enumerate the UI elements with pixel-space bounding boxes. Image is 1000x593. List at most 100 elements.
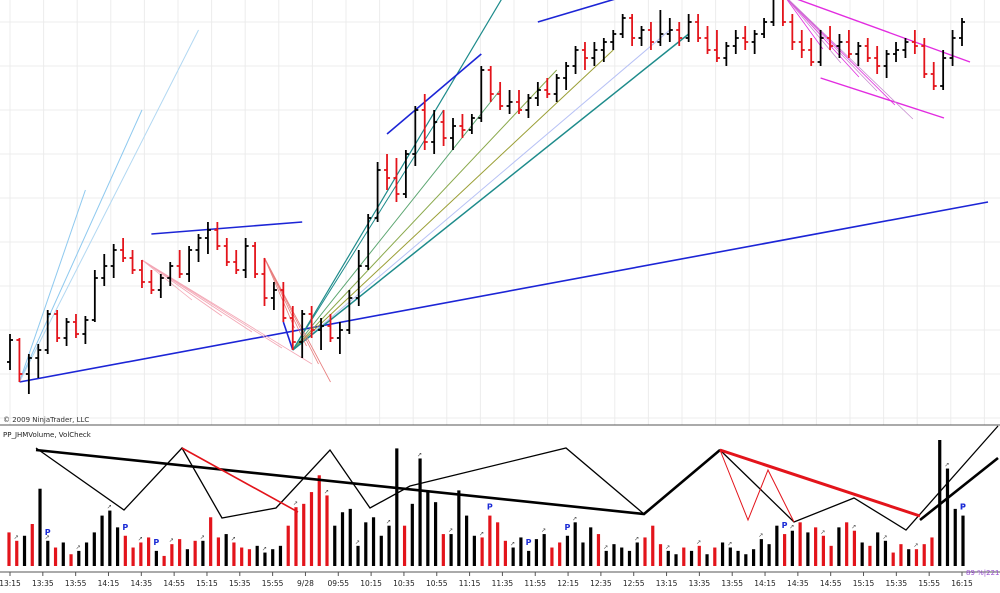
fan-line-magenta: [786, 0, 824, 50]
volume-bar: [759, 539, 763, 566]
fan-line-red: [264, 257, 331, 383]
price-bar: [506, 90, 513, 114]
price-bar: [940, 50, 947, 90]
volume-bar: [736, 550, 740, 566]
time-tick-label: 15:55: [918, 579, 940, 588]
volume-bar: [46, 540, 50, 566]
price-bar: [346, 290, 353, 334]
price-bar: [836, 34, 843, 58]
price-bar: [497, 82, 504, 110]
volume-bar: [379, 535, 383, 566]
volume-bar: [216, 537, 221, 566]
volume-bar: [503, 540, 507, 566]
price-bar: [638, 26, 645, 46]
fan-line-pink: [141, 259, 223, 317]
volume-marker: ↗: [851, 524, 856, 531]
price-bar: [110, 244, 117, 278]
volume-marker: ↗: [76, 544, 81, 551]
price-bar: [327, 314, 334, 342]
volume-marker: ↗: [944, 462, 949, 469]
volume-bar: [573, 522, 577, 566]
time-tick-label: 13:15: [0, 579, 21, 588]
time-tick-label: 09:55: [327, 579, 349, 588]
volume-bar: [682, 547, 686, 566]
trendline-top-c: [537, 0, 615, 23]
price-bar: [129, 250, 136, 274]
volume-bar: [178, 539, 182, 566]
time-tick-label: 13:15: [656, 579, 678, 588]
price-bar: [214, 222, 221, 250]
volume-bar: [449, 534, 453, 566]
price-bar: [742, 26, 749, 50]
price-bar: [374, 162, 381, 222]
time-tick-label: 14:35: [130, 579, 152, 588]
pivot-label: P: [526, 538, 532, 547]
volume-bar: [914, 549, 919, 566]
volcheck-line-red-thick: [719, 448, 921, 518]
price-bar: [280, 282, 287, 322]
volume-bar: [620, 547, 624, 566]
volume-bar: [527, 550, 531, 566]
volume-bar: [356, 545, 360, 566]
volume-bar: [395, 448, 399, 566]
time-tick-label: 11:15: [459, 579, 481, 588]
volume-marker: ↗: [479, 530, 484, 537]
volcheck-line-thick-end: [919, 456, 999, 522]
price-bar: [874, 46, 881, 74]
price-bar: [54, 310, 61, 342]
volume-bar: [798, 522, 802, 566]
volume-marker: ↗: [510, 541, 515, 548]
volume-bar: [426, 490, 430, 566]
price-bar: [186, 246, 193, 282]
volume-bar: [22, 535, 27, 566]
volume-bar: [170, 544, 174, 566]
volume-bar: [247, 549, 252, 566]
volume-bar: [340, 512, 345, 566]
time-tick-label: 12:55: [623, 579, 645, 588]
price-bar: [789, 14, 796, 50]
volume-bar: [883, 540, 888, 566]
price-bar: [355, 250, 362, 306]
volume-bar: [627, 550, 632, 566]
volume-bar: [441, 534, 445, 566]
price-bar: [647, 22, 654, 50]
price-bar: [242, 238, 249, 278]
volume-bar: [84, 542, 89, 566]
volume-bar: [806, 532, 810, 566]
volume-bar: [643, 537, 647, 566]
volume-bar: [674, 554, 678, 566]
fan-line-green: [292, 89, 501, 351]
price-bar: [782, 0, 786, 26]
price-bar: [808, 38, 815, 66]
price-bar: [534, 82, 541, 106]
volume-bar: [387, 525, 391, 566]
volume-bar: [240, 547, 244, 566]
time-tick-label: 11:55: [524, 579, 546, 588]
volume-bar: [317, 475, 321, 566]
time-tick-label: 14:55: [163, 579, 185, 588]
pivot-label: P: [45, 528, 51, 537]
time-tick-label: 14:35: [787, 579, 809, 588]
channel-magenta-bottom: [820, 77, 945, 119]
price-bar: [450, 118, 457, 150]
price-bar: [261, 258, 268, 306]
price-bar: [431, 110, 438, 154]
volume-bar: [713, 547, 717, 566]
volume-marker: ↗: [107, 504, 112, 511]
volume-bar: [589, 527, 593, 566]
volume-bar: [286, 525, 290, 566]
volume-marker: ↗: [789, 524, 794, 531]
volume-bar: [123, 535, 127, 566]
volume-marker: ↗: [262, 546, 267, 553]
volume-bar: [371, 517, 376, 566]
volume-bar: [271, 549, 275, 566]
copyright-label: © 2009 NinjaTrader, LLC: [3, 416, 89, 424]
price-bar: [817, 30, 824, 66]
price-bar: [223, 238, 230, 266]
volume-bar: [77, 550, 81, 566]
volume-bar: [30, 524, 34, 566]
volume-marker: ↗: [45, 534, 50, 541]
price-bar: [855, 42, 862, 66]
volume-marker: ↗: [603, 544, 608, 551]
volume-bar: [814, 527, 818, 566]
